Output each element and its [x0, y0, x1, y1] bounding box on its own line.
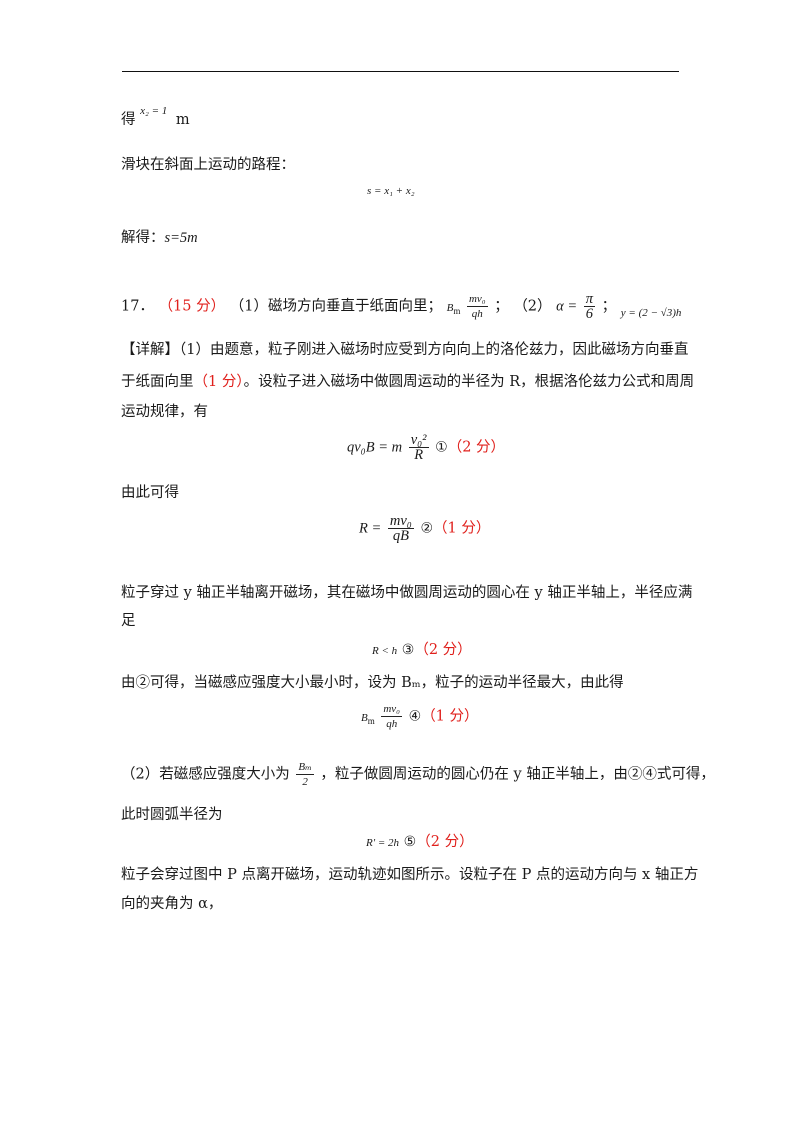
solve-s-line: 解得：s=5m	[121, 228, 198, 248]
fraction-denominator: qh	[386, 718, 398, 730]
detail-p6: 此时圆弧半径为	[121, 807, 223, 823]
q17-bm: Bm	[446, 301, 461, 316]
fraction-denominator: R	[414, 447, 424, 463]
equation-2: R = mv₀ qB ②（1 分）	[359, 513, 491, 544]
fraction-denominator: 6	[585, 306, 594, 322]
eq1-mark: ①	[435, 439, 448, 456]
detail-p1b-post: 。设粒子进入磁场中做圆周运动的半径为 R，根据洛伦兹力公式和周周	[243, 374, 695, 390]
detail-p3b: 足	[121, 613, 136, 629]
solve-value: s=5m	[164, 230, 198, 246]
bm-subscript: m	[367, 715, 375, 726]
equation-3: R < h ③（2 分）	[372, 640, 472, 661]
header-rule	[122, 71, 679, 72]
detail-p1b-score: （1 分）	[193, 374, 244, 390]
eq2-lhs: R =	[359, 520, 382, 537]
path-intro: 滑块在斜面上运动的路程：	[121, 157, 295, 173]
eq1-score: （2 分）	[447, 439, 506, 456]
equation-4: Bm mv₀ qh ④（1 分）	[361, 702, 479, 731]
x2-equation: x₂ = 1	[140, 105, 168, 117]
eq3-score: （2 分）	[414, 642, 472, 658]
detail-line-2: 于纸面向里（1 分）。设粒子进入磁场中做圆周运动的半径为 R，根据洛伦兹力公式和…	[121, 372, 694, 392]
detail-line-p5: （2）若磁感应强度大小为 Bₘ 2 ，粒子做圆周运动的圆心仍在 y 轴正半轴上，由…	[121, 760, 715, 789]
equation-5: R′ = 2h ⑤（2 分）	[366, 832, 474, 853]
x2-result-line: 得 x₂ = 1 m	[121, 102, 190, 128]
p5-fraction: Bₘ 2	[296, 760, 314, 789]
eq4-score: （1 分）	[421, 708, 479, 725]
eq3-expression: R < h	[372, 645, 398, 657]
eq1-lhs: qv₀B = m	[347, 439, 403, 456]
detail-p1b-pre: 于纸面向里	[121, 374, 194, 390]
detail-tag: 【详解】	[121, 342, 179, 358]
fraction-denominator: qh	[471, 308, 483, 320]
eq5-score: （2 分）	[416, 834, 474, 850]
detail-p7b: 向的夹角为 α，	[121, 896, 223, 912]
detail-p7a: 粒子会穿过图中 P 点离开磁场，运动轨迹如图所示。设粒子在 P 点的运动方向与 …	[121, 867, 699, 883]
q17-score: （15 分）	[158, 298, 226, 315]
q17-part1: （1）磁场方向垂直于纸面向里；	[229, 298, 442, 315]
fraction-denominator: qB	[392, 528, 409, 544]
detail-p4: 由②可得，当磁感应强度大小最小时，设为 Bₘ，粒子的运动半径最大，由此得	[121, 675, 624, 691]
q17-sep2: ；	[601, 298, 617, 315]
solve-label: 解得：	[121, 230, 165, 246]
eq3-mark: ③	[401, 642, 415, 658]
eq5-mark: ⑤	[403, 834, 417, 850]
bm-symbol: B	[361, 711, 368, 724]
q17-y-answer: y = (2 − √3)h	[620, 306, 682, 319]
bm-subscript: m	[453, 305, 461, 316]
eq4-mark: ④	[408, 708, 422, 725]
detail-p5-post: ，粒子做圆周运动的圆心仍在 y 轴正半轴上，由②④式可得，	[320, 766, 715, 783]
eq4-bm: Bm	[361, 711, 375, 726]
detail-p3a: 粒子穿过 y 轴正半轴离开磁场，其在磁场中做圆周运动的圆心在 y 轴正半轴上，半…	[121, 585, 693, 601]
eq2-score: （1 分）	[433, 520, 491, 537]
equation-s-sum: s = x₁ + x₂	[367, 185, 415, 197]
fraction-numerator: mv₀	[387, 513, 414, 529]
fraction-numerator: mv₀	[466, 293, 488, 307]
eq2-fraction: mv₀ qB	[387, 513, 414, 544]
q17-bm-fraction: mv₀ qh	[466, 292, 488, 321]
q17-number: 17．	[121, 298, 154, 315]
eq4-fraction: mv₀ qh	[381, 702, 403, 731]
q17-part2: （2）	[513, 298, 552, 315]
detail-line-1: 【详解】（1）由题意，粒子刚进入磁场时应受到方向向上的洛伦兹力，因此磁场方向垂直	[121, 340, 688, 360]
detail-p2: 由此可得	[121, 485, 179, 501]
q17-sep: ；	[494, 298, 509, 315]
q17-answer-line: 17． （15 分） （1）磁场方向垂直于纸面向里； Bm mv₀ qh ； （2…	[121, 291, 682, 322]
fraction-numerator: Bₘ	[296, 761, 314, 775]
bm-symbol: B	[446, 301, 454, 314]
eq2-mark: ②	[420, 520, 434, 537]
detail-line-3: 运动规律，有	[121, 404, 208, 420]
equation-1: qv₀B = m v₀² R ①（2 分）	[347, 432, 506, 463]
fraction-numerator: π	[583, 291, 596, 307]
fraction-numerator: mv₀	[381, 703, 403, 717]
x2-prefix: 得	[121, 112, 136, 128]
fraction-numerator: v₀²	[408, 432, 429, 448]
eq5-expression: R′ = 2h	[366, 837, 400, 849]
q17-alpha: α =	[556, 298, 578, 315]
eq1-fraction: v₀² R	[408, 432, 429, 463]
detail-p5-pre: （2）若磁感应强度大小为	[121, 766, 290, 783]
x2-unit: m	[175, 112, 190, 128]
fraction-denominator: 2	[302, 776, 308, 788]
detail-p1a: （1）由题意，粒子刚进入磁场时应受到方向向上的洛伦兹力，因此磁场方向垂直	[179, 342, 689, 358]
